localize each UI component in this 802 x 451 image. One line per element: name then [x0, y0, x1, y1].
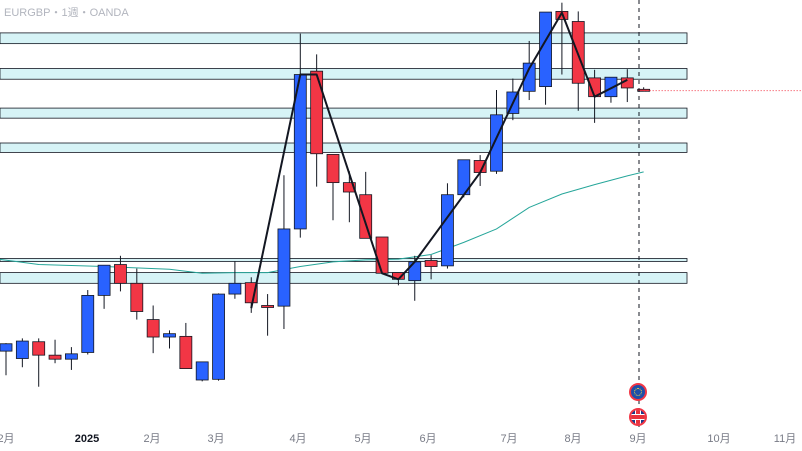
candle-3	[32, 338, 46, 387]
x-tick-label: 9月	[629, 433, 646, 445]
candle-body	[179, 335, 193, 369]
x-tick-label: 7月	[500, 433, 517, 445]
candle-body	[146, 319, 160, 338]
candle-body	[424, 260, 438, 267]
candle-body	[228, 282, 242, 295]
candle-27	[424, 255, 438, 280]
candle-body	[163, 333, 176, 338]
candle-29	[457, 159, 471, 198]
candle-body	[0, 343, 13, 352]
candle-10	[146, 305, 160, 354]
x-tick-label: 3月	[207, 433, 224, 445]
candle-34	[539, 11, 552, 105]
candle-body	[408, 261, 422, 282]
candle-24	[375, 236, 389, 274]
candle-14	[212, 293, 225, 381]
candle-11	[163, 330, 176, 349]
candle-body	[81, 295, 95, 353]
eu-flag-icon[interactable]	[629, 383, 647, 401]
candle-19	[293, 33, 307, 238]
x-tick-label: 10月	[707, 433, 730, 445]
candle-body	[261, 305, 275, 308]
candle-15	[228, 261, 242, 299]
candle-1	[0, 343, 13, 376]
symbol-label: EURGBP・1週・OANDA	[4, 7, 129, 19]
zigzag-polyline	[250, 11, 628, 309]
x-tick-label: 6月	[419, 433, 436, 445]
candle-body	[277, 228, 291, 307]
x-tick-label: 2025	[75, 433, 99, 445]
candle-8	[114, 255, 127, 292]
candle-body	[114, 264, 127, 284]
candle-body	[15, 340, 29, 359]
candle-body	[359, 194, 373, 239]
x-tick-label: 2月	[0, 433, 15, 445]
candle-body	[310, 70, 324, 155]
candle-body	[522, 62, 536, 92]
candle-4	[48, 339, 62, 364]
moving-average-line	[0, 171, 644, 274]
zone-1	[0, 32, 688, 45]
zone-6	[0, 272, 688, 284]
candle-20	[310, 54, 324, 187]
candle-12	[179, 322, 193, 369]
candle-33	[522, 40, 536, 101]
candle-body	[97, 264, 111, 296]
x-tick-label: 8月	[564, 433, 581, 445]
candle-21	[326, 154, 340, 221]
candle-9	[130, 268, 144, 320]
candle-28	[441, 183, 454, 269]
candle-body	[212, 293, 225, 380]
candle-body	[604, 76, 618, 98]
candle-23	[359, 171, 373, 239]
zigzag-line	[250, 11, 628, 309]
candle-36	[571, 11, 585, 111]
candles	[0, 2, 651, 387]
candle-13	[195, 361, 209, 382]
candle-5	[65, 347, 78, 370]
candle-body	[65, 353, 78, 360]
candle-38	[604, 76, 618, 103]
gb-flag-icon[interactable]	[629, 408, 647, 426]
zone-4	[0, 142, 688, 153]
candle-7	[97, 264, 111, 309]
candle-22	[342, 171, 356, 223]
zone-3	[0, 107, 688, 119]
candle-body	[326, 154, 340, 184]
price-overlays	[638, 0, 802, 427]
candle-body	[130, 282, 144, 312]
candle-18	[277, 175, 291, 329]
support-resistance-zones	[0, 32, 688, 284]
candle-body	[48, 354, 62, 360]
x-tick-label: 4月	[289, 433, 306, 445]
candle-body	[375, 236, 389, 274]
x-tick-label: 5月	[354, 433, 371, 445]
candle-body	[490, 114, 503, 172]
moving-average	[0, 171, 644, 274]
candle-6	[81, 290, 95, 355]
x-axis: 2月 2025 2月 3月 4月 5月 6月 7月 8月 9月 10月 11月	[0, 433, 796, 445]
x-tick-label: 11月	[774, 433, 796, 445]
candle-31	[490, 89, 503, 174]
x-tick-label: 2月	[143, 433, 160, 445]
candle-17	[261, 294, 275, 336]
candle-body	[32, 341, 46, 356]
candle-body	[195, 361, 209, 381]
candle-2	[15, 338, 29, 368]
zone-2	[0, 68, 688, 80]
candle-body	[441, 194, 454, 267]
candle-body	[342, 182, 356, 193]
